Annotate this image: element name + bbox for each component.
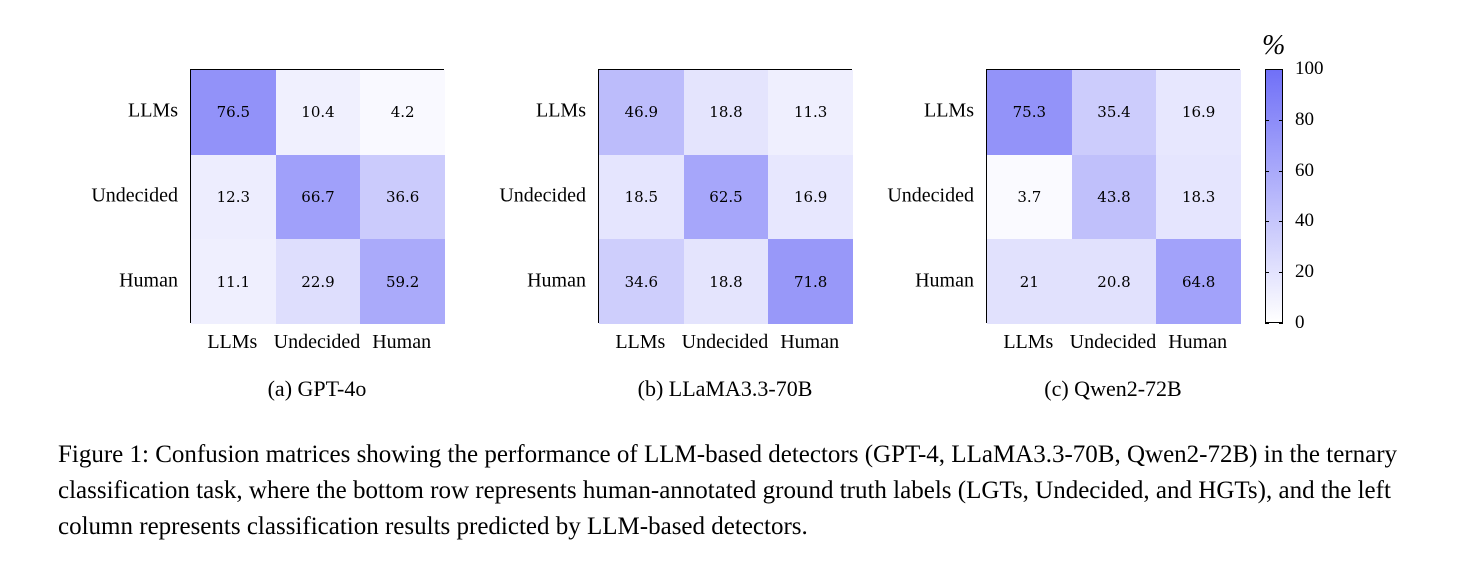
heatmap-cell: 11.3 [768, 70, 853, 155]
heatmap-cell: 18.3 [1156, 154, 1241, 240]
row-label: LLMs [924, 99, 974, 122]
heatmap-cell: 12.3 [191, 154, 276, 240]
row-label: Human [119, 269, 178, 292]
subfigure-caption: (c) Qwen2-72B [1044, 376, 1182, 401]
heatmap-cell: 36.6 [360, 154, 445, 240]
column-label: Undecided [273, 331, 361, 353]
colorbar-tick-label: 20 [1295, 261, 1314, 283]
heatmap-cell: 22.9 [275, 239, 361, 324]
heatmap-cell: 18.5 [599, 154, 684, 240]
heatmap-cell: 43.8 [1071, 154, 1157, 240]
subfigure-caption: (b) LLaMA3.3-70B [637, 376, 813, 401]
colorbar [1265, 69, 1283, 323]
column-label: Undecided [681, 331, 769, 353]
column-label: LLMs [207, 331, 258, 353]
colorbar-unit: % [1262, 30, 1286, 61]
colorbar-tick [1265, 272, 1283, 274]
heatmap-cell: 18.8 [683, 239, 769, 324]
column-label: Human [780, 331, 840, 353]
subfigure-caption: (a) GPT-4o [267, 376, 367, 401]
heatmap-cell: 71.8 [768, 239, 853, 324]
column-label: Undecided [1069, 331, 1157, 353]
colorbar-tick-label: 100 [1295, 58, 1324, 79]
heatmap-cell: 35.4 [1071, 70, 1157, 155]
heatmap-cell: 20.8 [1071, 239, 1157, 324]
heatmap-cell: 62.5 [683, 154, 769, 240]
heatmap-cell: 4.2 [360, 70, 445, 155]
heatmap-cell: 11.1 [191, 239, 276, 324]
heatmap-cell: 16.9 [768, 154, 853, 240]
row-label: Undecided [887, 184, 974, 207]
heatmap-cell: 76.5 [191, 70, 276, 155]
colorbar-tick [1265, 323, 1283, 324]
heatmap-cell: 3.7 [987, 154, 1072, 240]
row-label: Human [915, 269, 974, 292]
heatmap-cell: 64.8 [1156, 239, 1241, 324]
colorbar-tick-label: 60 [1295, 159, 1314, 181]
row-label: LLMs [128, 99, 178, 122]
heatmap-cell: 18.8 [683, 70, 769, 155]
colorbar-tick [1265, 119, 1283, 121]
colorbar-tick-label: 0 [1295, 312, 1305, 333]
figure-caption: Figure 1: Confusion matrices showing the… [58, 441, 1398, 540]
column-label: Human [1168, 331, 1228, 353]
confusion-matrix: 75.3 35.4 16.9 3.7 43.8 18.3 21 20.8 64.8 [986, 69, 1241, 324]
colorbar-tick [1265, 221, 1283, 223]
colorbar-tick-label: 40 [1295, 210, 1314, 232]
colorbar-tick [1265, 69, 1283, 70]
row-label: Undecided [499, 184, 586, 207]
heatmap-cell: 10.4 [275, 70, 361, 155]
colorbar-tick-label: 80 [1295, 108, 1314, 130]
row-label: LLMs [536, 99, 586, 122]
row-label: Undecided [91, 184, 178, 207]
heatmap-cell: 46.9 [599, 70, 684, 155]
heatmap-cell: 66.7 [275, 154, 361, 240]
column-label: Human [372, 331, 432, 353]
heatmap-cell: 21 [987, 239, 1072, 324]
column-label: LLMs [615, 331, 666, 353]
confusion-matrix: 46.9 18.8 11.3 18.5 62.5 16.9 34.6 18.8 71.8 [598, 69, 853, 324]
heatmap-cell: 34.6 [599, 239, 684, 324]
row-label: Human [527, 269, 586, 292]
colorbar-tick [1265, 170, 1283, 172]
heatmap-cell: 75.3 [987, 70, 1072, 155]
heatmap-cell: 59.2 [360, 239, 445, 324]
column-label: LLMs [1003, 331, 1054, 353]
confusion-matrix: 76.5 10.4 4.2 12.3 66.7 36.6 11.1 22.9 59.2 [190, 69, 445, 324]
heatmap-cell: 16.9 [1156, 70, 1241, 155]
